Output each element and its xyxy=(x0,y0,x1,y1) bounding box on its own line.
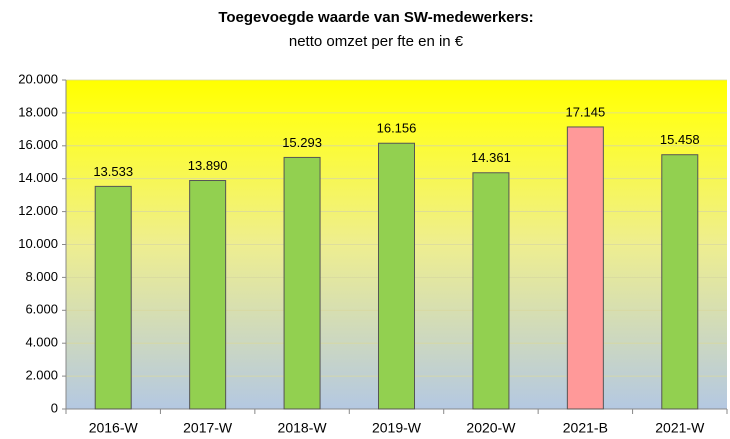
x-tick-label: 2018-W xyxy=(278,420,328,436)
y-tick-label: 10.000 xyxy=(18,236,58,251)
bar xyxy=(94,185,132,410)
bar xyxy=(189,180,227,410)
data-label: 16.156 xyxy=(377,121,417,136)
data-label: 15.293 xyxy=(282,135,322,150)
chart-subtitle: netto omzet per fte en in € xyxy=(289,33,464,50)
chart-title: Toegevoegde waarde van SW-medewerkers: xyxy=(218,9,533,26)
x-tick-label: 2021-B xyxy=(563,420,608,436)
y-tick-label: 0 xyxy=(51,400,58,415)
bar xyxy=(378,142,415,410)
data-label: 13.890 xyxy=(188,158,228,173)
y-tick-label: 12.000 xyxy=(18,203,58,218)
x-tick-label: 2021-W xyxy=(655,420,705,436)
data-label: 13.533 xyxy=(93,164,133,179)
y-tick-label: 8.000 xyxy=(25,269,58,284)
x-tick-label: 2020-W xyxy=(466,420,516,436)
x-tick-label: 2019-W xyxy=(372,420,422,436)
bar xyxy=(566,126,604,410)
y-tick-label: 6.000 xyxy=(25,302,58,317)
bar xyxy=(661,154,699,410)
data-label: 17.145 xyxy=(565,104,605,119)
data-label: 15.458 xyxy=(660,132,700,147)
y-tick-label: 18.000 xyxy=(18,104,58,119)
y-tick-label: 4.000 xyxy=(25,335,58,350)
bar xyxy=(283,156,321,410)
x-tick-label: 2016-W xyxy=(89,420,139,436)
data-label: 14.361 xyxy=(471,150,511,165)
x-tick-label: 2017-W xyxy=(183,420,233,436)
y-tick-label: 2.000 xyxy=(25,368,58,383)
y-tick-label: 20.000 xyxy=(18,71,58,86)
y-tick-label: 16.000 xyxy=(18,137,58,152)
bar xyxy=(472,172,510,410)
y-tick-label: 14.000 xyxy=(18,170,58,185)
